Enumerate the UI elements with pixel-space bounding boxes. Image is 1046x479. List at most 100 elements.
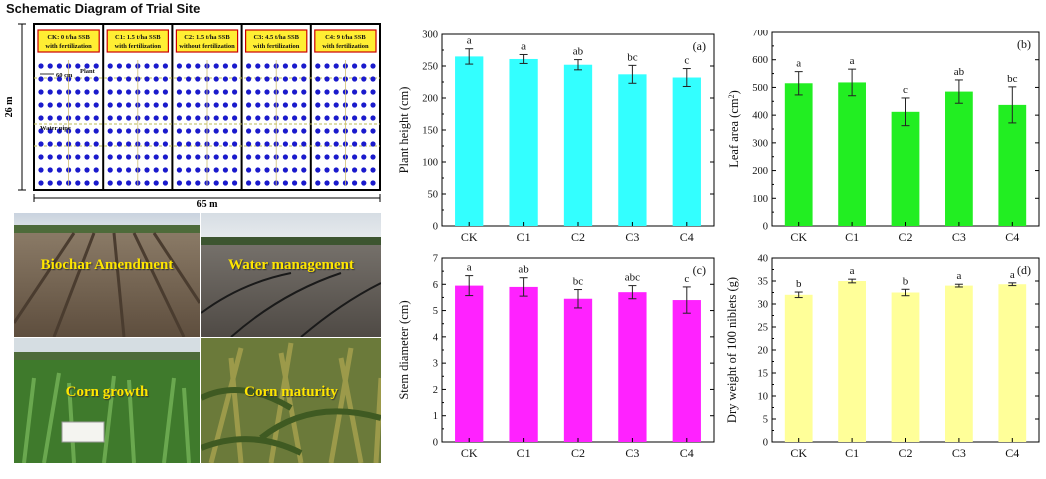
x-tick-label: CK bbox=[790, 230, 807, 244]
plant-dot bbox=[301, 63, 307, 69]
y-tick-label: 100 bbox=[422, 158, 438, 169]
plant-dot bbox=[56, 115, 63, 121]
plant-dot bbox=[292, 167, 298, 173]
field-soil-image bbox=[14, 213, 200, 337]
photo-corn-maturity: Corn maturity bbox=[201, 338, 381, 463]
plant-dot bbox=[232, 102, 238, 108]
x-tick-label: C1 bbox=[845, 446, 859, 460]
plant-dot bbox=[315, 167, 321, 173]
plant-dot bbox=[186, 154, 192, 160]
photo-biochar-amendment: Biochar Amendment bbox=[14, 213, 200, 337]
plant-dot bbox=[324, 115, 330, 121]
bar-C4 bbox=[672, 300, 701, 442]
plant-dot bbox=[144, 115, 150, 121]
plant-dot bbox=[47, 154, 53, 160]
plant-dot bbox=[84, 141, 90, 147]
plant-dot bbox=[84, 102, 90, 108]
plant-dot bbox=[222, 180, 228, 186]
plant-dot bbox=[361, 102, 367, 108]
plant-dot bbox=[222, 115, 228, 121]
bar-C3 bbox=[945, 91, 973, 226]
y-tick-label: 250 bbox=[422, 62, 438, 73]
plant-dot bbox=[301, 115, 307, 121]
bar-C2 bbox=[891, 292, 920, 442]
plant-dot bbox=[246, 141, 252, 147]
plant-dot bbox=[47, 128, 53, 134]
significance-letter: a bbox=[467, 262, 472, 274]
plant-dot bbox=[195, 63, 201, 69]
plant-dot bbox=[213, 102, 219, 108]
x-tick-label: C2 bbox=[571, 446, 585, 460]
plant-dot bbox=[126, 102, 132, 108]
bar-CK bbox=[455, 56, 484, 227]
plant-dot bbox=[75, 180, 81, 186]
significance-letter: b bbox=[903, 275, 909, 287]
significance-letter: abc bbox=[625, 272, 640, 284]
y-tick-label: 4 bbox=[433, 332, 439, 343]
plant-dot bbox=[186, 89, 192, 95]
x-tick-label: CK bbox=[461, 446, 478, 460]
bar-CK bbox=[784, 83, 813, 226]
plant-dot bbox=[116, 141, 122, 147]
plant-dot bbox=[282, 154, 288, 160]
bar-C3 bbox=[945, 285, 973, 442]
plant-dot bbox=[255, 102, 261, 108]
plant-dot bbox=[232, 180, 238, 186]
plant-dot bbox=[352, 76, 358, 82]
plant-dot bbox=[292, 141, 298, 147]
plant-dot bbox=[255, 63, 261, 69]
plant-dot bbox=[56, 102, 63, 108]
plant-dot bbox=[213, 89, 219, 95]
plant-dot bbox=[232, 141, 238, 147]
plant-dot bbox=[301, 76, 307, 82]
plant-dot bbox=[195, 128, 201, 134]
plant-dot bbox=[213, 115, 219, 121]
plant-dot bbox=[107, 141, 113, 147]
y-tick-label: 200 bbox=[752, 166, 768, 177]
x-tick-label: C3 bbox=[625, 446, 639, 460]
y-tick-label: 300 bbox=[752, 138, 768, 149]
plant-dot bbox=[292, 102, 298, 108]
plant-dot bbox=[301, 180, 307, 186]
plant-dot bbox=[126, 89, 132, 95]
plant-dot bbox=[315, 141, 321, 147]
plant-dot bbox=[222, 167, 228, 173]
plant-dot bbox=[324, 63, 330, 69]
plant-dot bbox=[153, 128, 159, 134]
plant-dot bbox=[195, 102, 201, 108]
plant-dot bbox=[93, 128, 99, 134]
plant-dot bbox=[292, 180, 298, 186]
plant-dot bbox=[93, 63, 99, 69]
plant-dot bbox=[93, 89, 99, 95]
plant-dot bbox=[144, 141, 150, 147]
plant-dot bbox=[195, 167, 201, 173]
bar-C3 bbox=[618, 292, 647, 442]
plant-dot bbox=[176, 76, 182, 82]
plant-dot bbox=[301, 89, 307, 95]
plant-dot bbox=[361, 167, 367, 173]
plant-dot bbox=[264, 128, 270, 134]
plant-dot bbox=[213, 141, 219, 147]
photo-water-management: Water management bbox=[201, 213, 381, 337]
y-tick-label: 3 bbox=[433, 359, 438, 370]
plant-dot bbox=[153, 154, 159, 160]
plant-dot bbox=[370, 141, 376, 147]
plant-dot bbox=[370, 63, 376, 69]
plant-dot bbox=[93, 115, 99, 121]
plant-dot bbox=[232, 63, 238, 69]
plant-dot bbox=[282, 76, 288, 82]
plant-dot bbox=[162, 154, 168, 160]
y-tick-label: 35 bbox=[758, 277, 769, 288]
treatment-label: C4: 9 t/ha SSB bbox=[325, 34, 366, 41]
plant-dot bbox=[93, 102, 99, 108]
plant-dot bbox=[352, 141, 358, 147]
plant-dot bbox=[264, 154, 270, 160]
plant-dot bbox=[370, 154, 376, 160]
plant-dot bbox=[213, 154, 219, 160]
treatment-box bbox=[37, 29, 100, 53]
bar-C2 bbox=[891, 111, 920, 226]
plant-dot bbox=[255, 128, 261, 134]
plant-dot bbox=[107, 167, 113, 173]
y-tick-label: 600 bbox=[752, 55, 768, 66]
x-tick-label: C4 bbox=[1005, 446, 1019, 460]
